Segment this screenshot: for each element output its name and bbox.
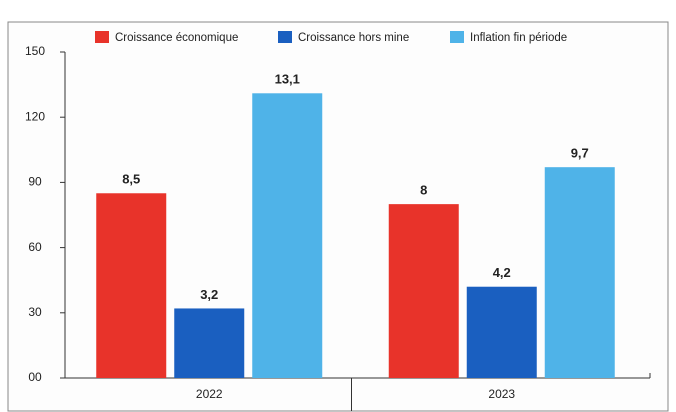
- value-label: 8: [420, 183, 427, 198]
- y-tick-label: 00: [28, 370, 42, 384]
- y-tick-label: 60: [28, 240, 42, 254]
- legend-swatch: [95, 31, 109, 43]
- bar: [466, 286, 537, 378]
- y-tick-label: 150: [25, 44, 45, 58]
- legend-swatch: [278, 31, 292, 43]
- legend-label: Croissance économique: [115, 32, 238, 44]
- value-label: 4,2: [493, 265, 511, 280]
- bar: [388, 204, 459, 378]
- value-label: 9,7: [571, 146, 589, 161]
- bar: [544, 167, 615, 378]
- value-label: 13,1: [275, 72, 300, 87]
- legend-swatch: [450, 31, 464, 43]
- bar: [174, 308, 245, 378]
- legend-label: Inflation fin période: [470, 32, 567, 44]
- y-tick-label: 120: [25, 109, 45, 123]
- x-tick-label: 2022: [196, 387, 223, 401]
- bar: [252, 93, 323, 378]
- y-tick-label: 30: [28, 305, 42, 319]
- bar: [96, 193, 167, 378]
- x-tick-label: 2023: [488, 387, 515, 401]
- value-label: 3,2: [200, 287, 218, 302]
- y-tick-label: 90: [28, 175, 42, 189]
- value-label: 8,5: [122, 172, 140, 187]
- legend-label: Croissance hors mine: [298, 32, 409, 44]
